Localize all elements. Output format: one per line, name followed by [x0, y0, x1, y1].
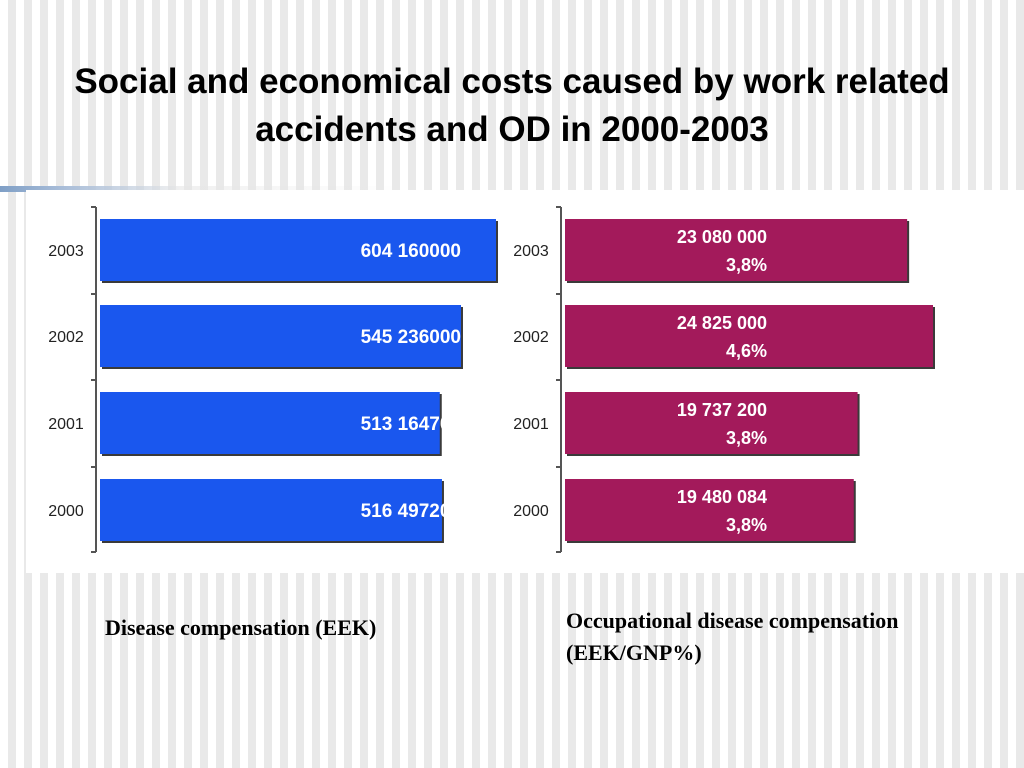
- slide-title-line1: Social and economical costs caused by wo…: [74, 62, 950, 101]
- chart-panel: 2003 604 160000 2002 545 236000 2001 513 1647…: [26, 190, 1024, 573]
- chart-1-value-label-2002: 24 825 000: [677, 313, 767, 333]
- chart-0-bar-2003: [100, 219, 496, 281]
- chart-1-tick-label-2000: 2000: [513, 503, 549, 520]
- right-caption-line1: Occupational disease compensation: [566, 608, 899, 633]
- chart-1-gnp-percent-label-2002: 4,6%: [726, 341, 767, 361]
- chart-area: 2003 604 160000 2002 545 236000 2001 513 1647…: [48, 206, 935, 553]
- chart-1-gnp-percent-label-2001: 3,8%: [726, 428, 767, 448]
- chart-0-tick-label-2000: 2000: [48, 503, 84, 520]
- chart-0-value-label-2000: 516 497202: [361, 501, 461, 522]
- right-caption-line2: (EEK/GNP%): [566, 640, 702, 665]
- chart-1-bar-2003: [565, 219, 908, 281]
- chart-0-value-label-2002: 545 236000: [361, 327, 461, 348]
- left-chart-caption: Disease compensation (EEK): [105, 615, 377, 640]
- chart-1-value-label-2003: 23 080 000: [677, 227, 767, 247]
- chart-0-tick-label-2002: 2002: [48, 329, 84, 346]
- chart-0-bar-2001: [100, 392, 440, 454]
- chart-0-tick-label-2003: 2003: [48, 243, 84, 260]
- accent-bar: [0, 186, 1024, 192]
- chart-1-tick-label-2001: 2001: [513, 416, 549, 433]
- chart-1-tick-label-2002: 2002: [513, 329, 549, 346]
- chart-1-tick-label-2003: 2003: [513, 243, 549, 260]
- slide-title: Social and economical costs caused by wo…: [0, 58, 1024, 154]
- chart-1-bar-2000: [565, 479, 854, 541]
- chart-1-value-label-2001: 19 737 200: [677, 400, 767, 420]
- chart-1-gnp-percent-label-2003: 3,8%: [726, 255, 767, 275]
- chart-0-bar-2000: [100, 479, 442, 541]
- right-chart-caption: Occupational disease compensation (EEK/G…: [566, 605, 898, 669]
- chart-0-tick-label-2001: 2001: [48, 416, 84, 433]
- chart-1-gnp-percent-label-2000: 3,8%: [726, 515, 767, 535]
- chart-1-bar-2002: [565, 305, 933, 367]
- chart-0-value-label-2003: 604 160000: [361, 241, 461, 262]
- chart-0-value-label-2001: 513 164700: [361, 414, 461, 435]
- chart-0-bar-2002: [100, 305, 461, 367]
- chart-1-value-label-2000: 19 480 084: [677, 487, 767, 507]
- chart-1-bar-2001: [565, 392, 858, 454]
- slide-title-line2: accidents and OD in 2000-2003: [255, 110, 769, 149]
